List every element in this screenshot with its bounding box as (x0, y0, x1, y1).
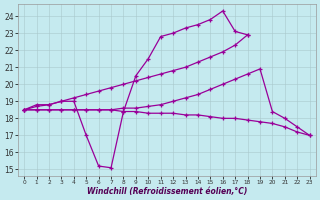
X-axis label: Windchill (Refroidissement éolien,°C): Windchill (Refroidissement éolien,°C) (87, 187, 247, 196)
